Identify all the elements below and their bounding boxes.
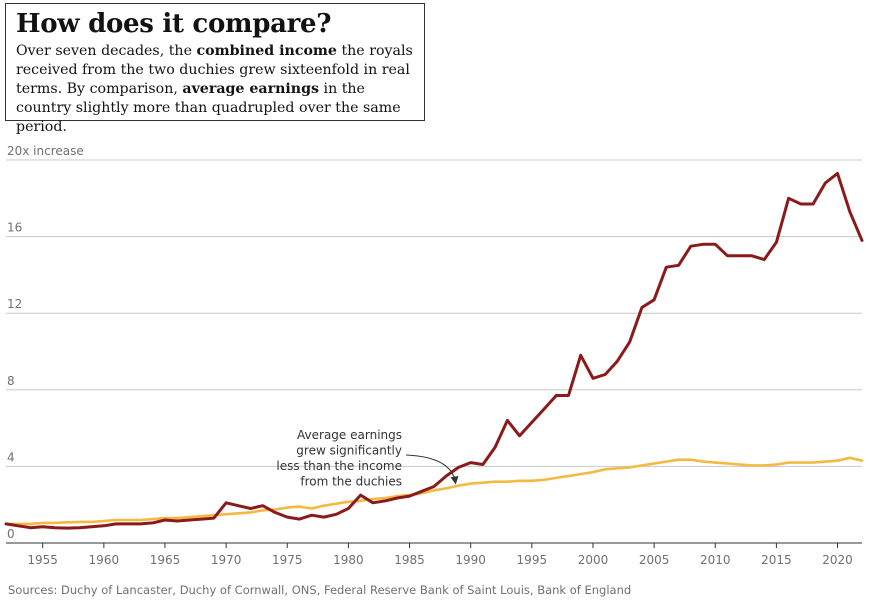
annotation-text: grew significantly xyxy=(296,444,402,458)
x-tick-label: 1980 xyxy=(333,553,364,567)
series-line-duchies xyxy=(4,171,864,530)
y-tick-label: 12 xyxy=(7,297,22,311)
x-axis: 1955 1960 1965 1970 1975 1980 1985 1990 1995 2000… xyxy=(27,543,853,567)
y-tick-label: 16 xyxy=(7,221,22,235)
x-tick-label: 2010 xyxy=(700,553,731,567)
x-tick-label: 2000 xyxy=(578,553,609,567)
x-tick-label: 1970 xyxy=(211,553,242,567)
gridlines xyxy=(6,159,862,544)
subtitle-text: Over seven decades, the xyxy=(16,43,197,59)
chart-subtitle: Over seven decades, the combined income … xyxy=(16,42,416,137)
x-tick-label: 2015 xyxy=(761,553,792,567)
subtitle-text: the royals received from the two duchies… xyxy=(16,43,413,97)
y-tick-labels: 0 4 8 12 16 20x increase xyxy=(7,144,84,541)
title-box: How does it compare? Over seven decades,… xyxy=(5,3,425,135)
annotation-text: Average earnings xyxy=(297,428,402,442)
series-lines xyxy=(4,171,864,530)
x-tick-label: 1990 xyxy=(455,553,486,567)
subtitle-text: in the country slightly more than quadru… xyxy=(16,81,401,135)
annotation-arrow xyxy=(405,454,459,485)
x-tick-label: 1960 xyxy=(89,553,120,567)
x-tick-label: 1965 xyxy=(150,553,181,567)
y-tick-label: 4 xyxy=(7,450,15,464)
subtitle-emphasis: combined income xyxy=(196,43,337,59)
annotation-text: from the duchies xyxy=(300,475,402,489)
annotation-text: less than the income xyxy=(276,459,402,473)
source-note: Sources: Duchy of Lancaster, Duchy of Co… xyxy=(8,583,632,597)
x-tick-label: 1975 xyxy=(272,553,303,567)
y-tick-label: 20x increase xyxy=(7,144,84,158)
x-tick-label: 1955 xyxy=(27,553,58,567)
y-tick-label: 0 xyxy=(7,527,15,541)
chart-title: How does it compare? xyxy=(16,9,332,39)
y-tick-label: 8 xyxy=(7,374,15,388)
x-tick-label: 2020 xyxy=(822,553,853,567)
x-tick-label: 2005 xyxy=(639,553,670,567)
series-line-earnings xyxy=(4,456,864,526)
x-tick-label: 1995 xyxy=(517,553,548,567)
x-tick-label: 1985 xyxy=(394,553,425,567)
subtitle-emphasis: average earnings xyxy=(182,81,320,97)
